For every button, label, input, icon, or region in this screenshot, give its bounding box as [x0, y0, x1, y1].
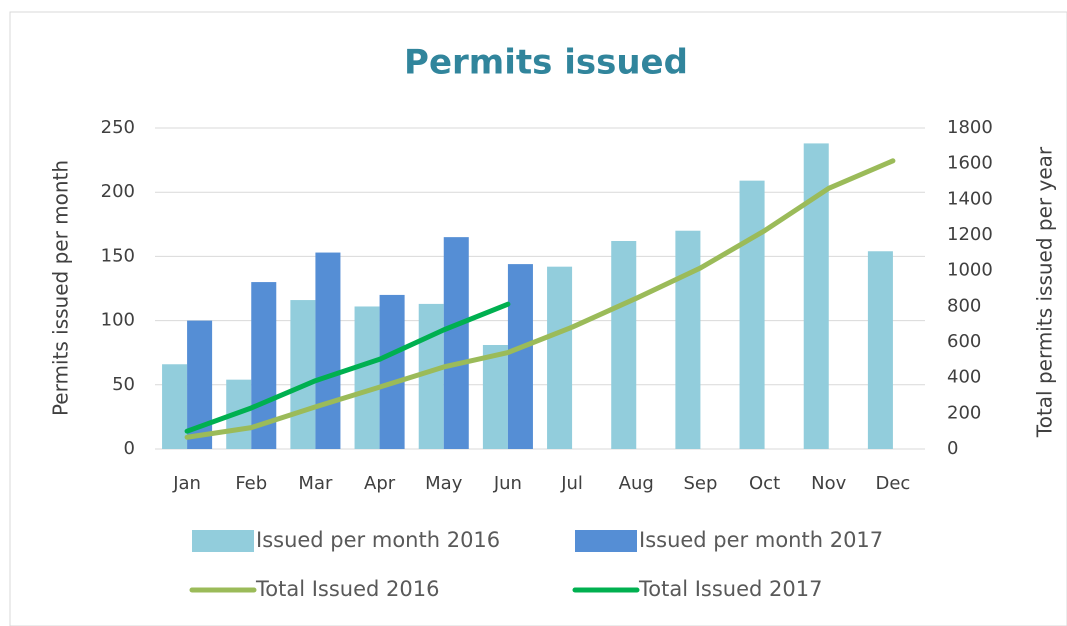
y2-tick-label: 1000 — [947, 260, 993, 281]
y2-tick-label: 1400 — [947, 188, 993, 209]
bar — [443, 237, 469, 449]
bar — [290, 300, 316, 449]
x-tick-label: Jun — [493, 473, 522, 494]
y2-tick-label: 800 — [947, 295, 981, 316]
y-tick-label: 250 — [101, 117, 135, 138]
legend-label: Issued per month 2016 — [256, 528, 500, 552]
x-tick-label: Mar — [298, 473, 333, 494]
x-tick-label: Oct — [749, 473, 780, 494]
y2-tick-label: 1200 — [947, 224, 993, 245]
legend-swatch — [575, 530, 637, 552]
y-tick-label: 0 — [124, 438, 135, 459]
y-tick-label: 50 — [112, 374, 135, 395]
x-tick-label: Feb — [235, 473, 267, 494]
bar — [611, 240, 637, 449]
bar — [379, 294, 405, 449]
y-tick-label: 150 — [101, 245, 135, 266]
bar — [867, 251, 893, 449]
y2-tick-label: 400 — [947, 367, 981, 388]
bar — [482, 344, 508, 449]
chart-title: Permits issued — [404, 43, 688, 83]
x-tick-label: May — [425, 473, 463, 494]
x-tick-label: Apr — [364, 473, 396, 494]
y-tick-label: 100 — [101, 310, 135, 331]
bar — [547, 266, 573, 449]
y2-tick-label: 200 — [947, 402, 981, 423]
bar — [675, 230, 701, 449]
bar — [418, 303, 444, 449]
x-tick-label: Aug — [619, 473, 654, 494]
legend-swatch — [192, 530, 254, 552]
y2-axis-label: Total permits issued per year — [1033, 146, 1057, 438]
x-tick-label: Sep — [683, 473, 717, 494]
bar — [162, 364, 188, 449]
y-axis-label: Permits issued per month — [49, 160, 73, 416]
y-tick-label: 200 — [101, 181, 135, 202]
x-tick-label: Jan — [172, 473, 201, 494]
legend-label: Total Issued 2017 — [638, 577, 822, 601]
y2-tick-label: 1800 — [947, 117, 993, 138]
x-tick-label: Jul — [560, 473, 583, 494]
y2-tick-label: 1600 — [947, 153, 993, 174]
line — [184, 301, 511, 434]
line — [184, 158, 896, 440]
x-tick-label: Nov — [811, 473, 846, 494]
legend-label: Total Issued 2016 — [255, 577, 439, 601]
chart-frame — [9, 11, 1067, 626]
legend-label: Issued per month 2017 — [639, 528, 883, 552]
y2-tick-label: 0 — [947, 438, 958, 459]
bar — [739, 180, 765, 450]
bar — [507, 264, 533, 449]
bar — [354, 306, 380, 449]
x-tick-label: Dec — [875, 473, 910, 494]
bar — [315, 252, 341, 449]
y2-tick-label: 600 — [947, 331, 981, 352]
